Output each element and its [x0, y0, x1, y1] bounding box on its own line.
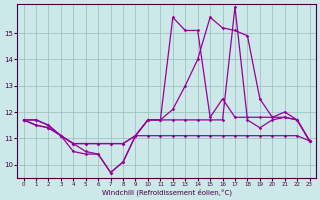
X-axis label: Windchill (Refroidissement éolien,°C): Windchill (Refroidissement éolien,°C) — [101, 188, 232, 196]
